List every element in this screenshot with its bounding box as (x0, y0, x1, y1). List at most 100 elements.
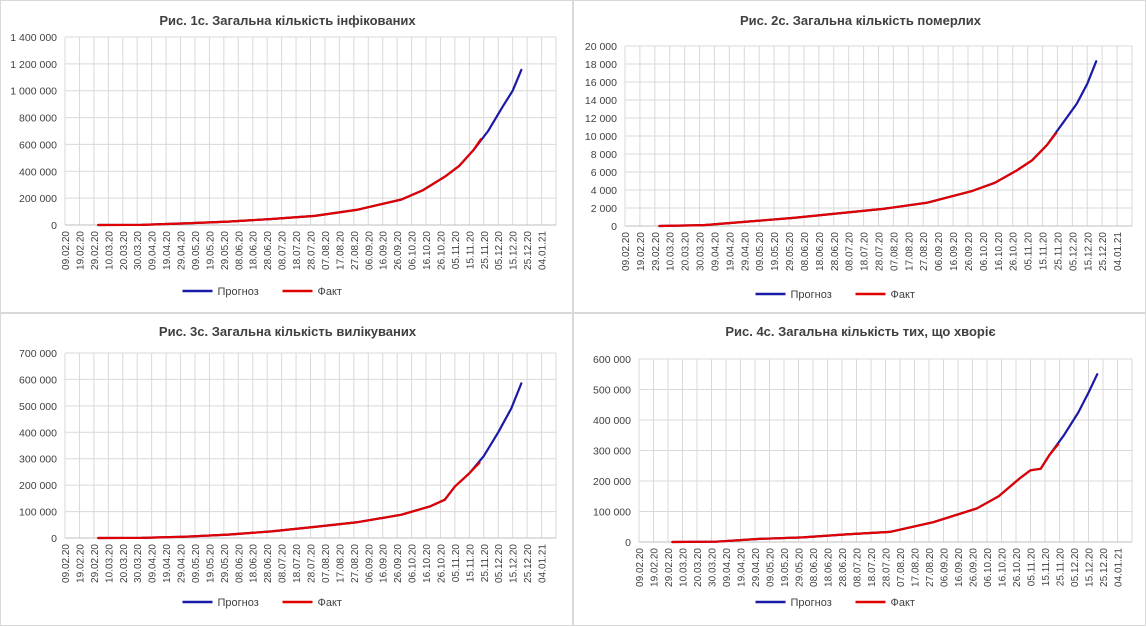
x-tick-label: 08.07.20 (853, 548, 864, 587)
x-tick-label: 15.12.20 (1083, 232, 1094, 271)
x-tick-label: 20.03.20 (119, 544, 130, 583)
x-tick-label: 19.02.20 (75, 231, 86, 270)
chart-deaths: Рис. 2с. Загальна кількість померлих 0 2 0… (585, 13, 1133, 301)
x-tick-label: 09.05.20 (191, 231, 202, 270)
legend-forecast-label: Прогноз (218, 286, 259, 298)
x-tick-label: 05.11.20 (451, 544, 462, 583)
forecast-series-line (671, 373, 1099, 544)
y-tick-label: 600 000 (19, 139, 57, 151)
y-tick-label: 700 000 (19, 348, 57, 360)
x-tick-label: 28.07.20 (875, 232, 886, 271)
x-tick-label: 30.03.20 (708, 548, 719, 587)
x-tick-label: 30.03.20 (696, 232, 707, 271)
x-tick-label: 19.02.20 (75, 544, 86, 583)
x-tick-label: 15.12.20 (1085, 548, 1096, 587)
x-tick-label: 08.07.20 (845, 232, 856, 271)
chart-panel-1: Рис. 1с. Загальна кількість інфікованих 0… (0, 0, 573, 313)
x-tick-label: 18.07.20 (292, 544, 303, 583)
x-tick-label: 29.02.20 (90, 231, 101, 270)
legend-forecast-label: Прогноз (791, 289, 832, 301)
chart-infected: Рис. 1с. Загальна кількість інфікованих 0… (10, 13, 557, 298)
x-tick-label: 18.06.20 (824, 548, 835, 587)
x-tick-label: 19.04.20 (162, 544, 173, 583)
y-tick-label: 400 000 (19, 427, 57, 439)
x-tick-label: 07.08.20 (321, 544, 332, 583)
x-tick-label: 05.12.20 (494, 544, 505, 583)
x-tick-label: 29.04.20 (740, 232, 751, 271)
x-tick-label: 15.11.20 (1039, 232, 1050, 271)
x-tick-label: 26.09.20 (393, 544, 404, 583)
x-tick-label: 04.01.21 (1114, 548, 1125, 587)
x-tick-label: 19.05.20 (770, 232, 781, 271)
y-tick-label: 8 000 (591, 149, 617, 161)
x-tick-label: 15.11.20 (1041, 548, 1052, 587)
x-tick-label: 25.11.20 (1053, 232, 1064, 271)
x-tick-label: 30.03.20 (133, 544, 144, 583)
x-tick-label: 16.09.20 (949, 232, 960, 271)
x-tick-label: 09.05.20 (766, 548, 777, 587)
y-tick-label: 300 000 (19, 454, 57, 466)
x-tick-label: 26.10.20 (1012, 548, 1023, 587)
x-tick-label: 04.01.21 (538, 544, 549, 583)
x-tick-label: 18.06.20 (249, 544, 260, 583)
fact-series-line (97, 138, 483, 227)
legend-fact-label: Факт (318, 597, 342, 609)
x-tick-label: 16.10.20 (998, 548, 1009, 587)
y-tick-label: 0 (611, 221, 617, 233)
x-tick-label: 16.10.20 (422, 544, 433, 583)
y-tick-label: 10 000 (585, 131, 617, 143)
x-tick-label: 25.12.20 (1099, 548, 1110, 587)
x-tick-label: 08.07.20 (278, 544, 289, 583)
chart-active-cases: Рис. 4с. Загальна кількість тих, що хвор… (593, 324, 1133, 609)
y-tick-label: 2 000 (591, 203, 617, 215)
x-tick-label: 06.10.20 (408, 231, 419, 270)
legend-forecast-label: Прогноз (791, 597, 832, 609)
y-tick-label: 0 (625, 537, 631, 549)
x-tick-label: 07.08.20 (896, 548, 907, 587)
legend-fact-label: Факт (891, 597, 915, 609)
x-tick-label: 28.06.20 (263, 231, 274, 270)
x-tick-label: 05.12.20 (1068, 232, 1079, 271)
x-tick-label: 19.05.20 (780, 548, 791, 587)
x-tick-label: 06.09.20 (364, 231, 375, 270)
chart-title: Рис. 1с. Загальна кількість інфікованих (159, 13, 416, 28)
x-tick-label: 09.04.20 (148, 231, 159, 270)
x-tick-label: 25.12.20 (523, 231, 534, 270)
x-tick-label: 25.11.20 (480, 231, 491, 270)
x-tick-label: 16.10.20 (994, 232, 1005, 271)
x-tick-label: 09.05.20 (191, 544, 202, 583)
x-tick-label: 19.04.20 (725, 232, 736, 271)
x-tick-label: 29.05.20 (220, 231, 231, 270)
x-tick-label: 27.08.20 (919, 232, 930, 271)
x-tick-label: 29.02.20 (651, 232, 662, 271)
x-tick-label: 09.02.20 (61, 231, 72, 270)
x-tick-label: 08.07.20 (278, 231, 289, 270)
x-tick-label: 08.06.20 (800, 232, 811, 271)
chart-panel-2: Рис. 2с. Загальна кількість померлих 0 2 0… (573, 0, 1146, 313)
forecast-series-line (658, 60, 1098, 228)
x-tick-label: 26.09.20 (969, 548, 980, 587)
x-tick-label: 26.10.20 (436, 231, 447, 270)
y-tick-label: 20 000 (585, 41, 617, 53)
x-tick-label: 19.04.20 (737, 548, 748, 587)
chart-title: Рис. 4с. Загальна кількість тих, що хвор… (725, 324, 995, 339)
x-tick-label: 30.03.20 (133, 231, 144, 270)
x-tick-label: 06.10.20 (408, 544, 419, 583)
x-tick-label: 29.05.20 (785, 232, 796, 271)
chart-panel-4: Рис. 4с. Загальна кількість тих, що хвор… (573, 313, 1146, 626)
y-tick-label: 100 000 (593, 507, 631, 519)
x-tick-label: 25.12.20 (1098, 232, 1109, 271)
y-tick-label: 0 (51, 220, 57, 232)
y-tick-label: 200 000 (593, 476, 631, 488)
x-tick-label: 27.08.20 (350, 231, 361, 270)
x-tick-label: 28.06.20 (263, 544, 274, 583)
x-tick-label: 29.02.20 (664, 548, 675, 587)
x-tick-label: 06.10.20 (979, 232, 990, 271)
x-tick-label: 18.07.20 (867, 548, 878, 587)
y-tick-label: 12 000 (585, 113, 617, 125)
y-tick-label: 1 200 000 (10, 59, 57, 71)
x-tick-label: 17.08.20 (335, 544, 346, 583)
x-tick-label: 19.04.20 (162, 231, 173, 270)
x-tick-label: 17.08.20 (911, 548, 922, 587)
y-tick-label: 1 400 000 (10, 32, 57, 44)
